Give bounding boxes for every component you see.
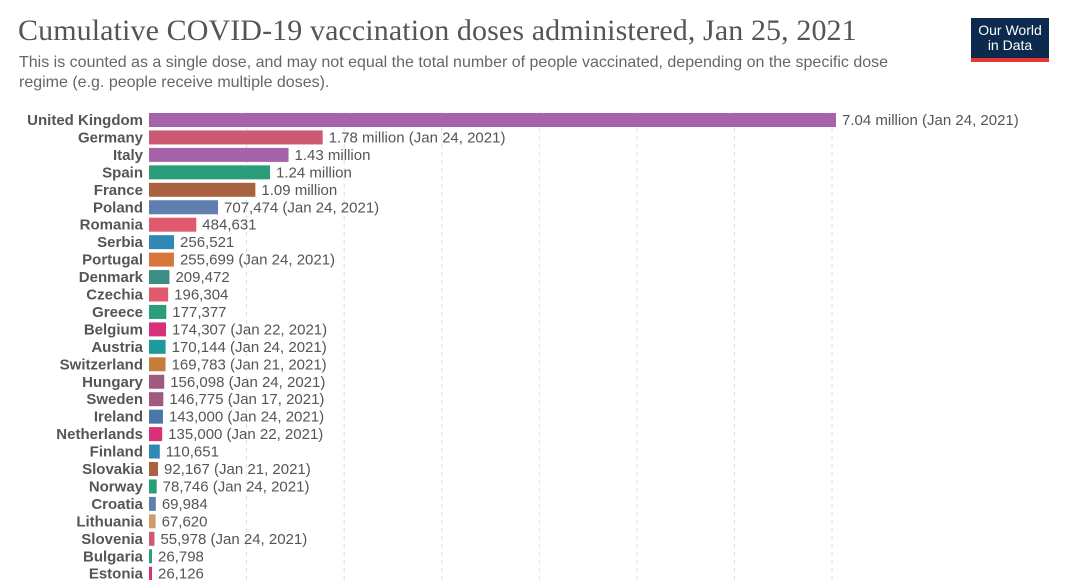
category-label: Serbia — [97, 234, 144, 251]
value-label: 78,746 (Jan 24, 2021) — [163, 478, 310, 495]
category-label: Netherlands — [56, 426, 143, 443]
value-label: 7.04 million (Jan 24, 2021) — [842, 112, 1019, 129]
value-label: 1.43 million — [295, 147, 371, 164]
category-label: Hungary — [82, 374, 144, 391]
value-label: 26,798 — [158, 548, 204, 565]
bar[interactable] — [149, 462, 158, 476]
owid-logo[interactable]: Our World in Data — [971, 18, 1049, 62]
bar[interactable] — [149, 287, 169, 302]
value-label: 156,098 (Jan 24, 2021) — [170, 374, 325, 391]
value-label: 143,000 (Jan 24, 2021) — [169, 409, 324, 426]
value-label: 255,699 (Jan 24, 2021) — [180, 252, 335, 269]
chart-title: Cumulative COVID-19 vaccination doses ad… — [18, 14, 857, 47]
value-label: 174,307 (Jan 22, 2021) — [172, 321, 327, 338]
bar[interactable] — [149, 165, 271, 180]
bar[interactable] — [149, 304, 167, 319]
category-label: Switzerland — [60, 356, 143, 373]
category-label: Ireland — [94, 409, 143, 426]
category-label: Portugal — [82, 252, 143, 269]
category-label: Poland — [93, 199, 143, 216]
bar[interactable] — [149, 409, 163, 424]
chart-subtitle: This is counted as a single dose, and ma… — [19, 54, 889, 91]
category-label: United Kingdom — [27, 112, 143, 129]
value-label: 26,126 — [158, 566, 204, 580]
category-label: Denmark — [79, 269, 144, 286]
bar[interactable] — [149, 252, 174, 267]
bar[interactable] — [149, 392, 164, 407]
bar[interactable] — [149, 270, 170, 285]
bar[interactable] — [149, 427, 163, 442]
value-label: 55,978 (Jan 24, 2021) — [160, 531, 307, 548]
value-label: 69,984 — [162, 496, 208, 513]
bar[interactable] — [149, 444, 160, 459]
category-label: Germany — [78, 129, 144, 146]
bar[interactable] — [149, 531, 155, 546]
category-label: Romania — [80, 217, 144, 234]
value-label: 256,521 — [180, 234, 234, 251]
value-label: 135,000 (Jan 22, 2021) — [168, 426, 323, 443]
bar[interactable] — [149, 200, 219, 215]
value-label: 170,144 (Jan 24, 2021) — [172, 339, 327, 356]
value-label: 707,474 (Jan 24, 2021) — [224, 199, 379, 216]
category-label: Greece — [92, 304, 143, 321]
value-label: 209,472 — [175, 269, 229, 286]
bar[interactable] — [149, 479, 157, 494]
category-label: Estonia — [89, 566, 144, 580]
category-label: Austria — [91, 339, 143, 356]
logo-line-2: in Data — [987, 37, 1033, 53]
category-label: Italy — [113, 147, 144, 164]
bar[interactable] — [149, 130, 323, 145]
bar[interactable] — [149, 496, 156, 511]
bar[interactable] — [149, 357, 166, 372]
bar[interactable] — [149, 549, 152, 564]
bar[interactable] — [149, 339, 166, 354]
value-label: 92,167 (Jan 21, 2021) — [164, 461, 311, 478]
value-label: 67,620 — [162, 513, 208, 530]
logo-line-1: Our World — [978, 22, 1042, 38]
grid-lines — [246, 112, 833, 580]
category-label: Finland — [90, 444, 143, 461]
bar[interactable] — [149, 514, 156, 529]
bars: United Kingdom 7.04 million (Jan 24, 2021… — [27, 112, 1019, 580]
category-label: Sweden — [86, 391, 143, 408]
category-label: Belgium — [84, 321, 143, 338]
category-label: Norway — [89, 478, 144, 495]
value-label: 169,783 (Jan 21, 2021) — [172, 356, 327, 373]
value-label: 1.78 million (Jan 24, 2021) — [329, 129, 506, 146]
category-label: Spain — [102, 164, 143, 181]
bar[interactable] — [149, 182, 256, 197]
category-label: Czechia — [86, 287, 143, 304]
value-label: 110,651 — [166, 444, 219, 461]
category-label: France — [94, 182, 143, 199]
value-label: 1.24 million — [276, 164, 352, 181]
value-label: 196,304 — [174, 287, 228, 304]
category-label: Slovenia — [81, 531, 143, 548]
bar[interactable] — [149, 374, 165, 389]
category-label: Bulgaria — [83, 548, 144, 565]
bar[interactable] — [149, 322, 167, 337]
value-label: 177,377 — [172, 304, 226, 321]
category-label: Lithuania — [76, 513, 143, 530]
category-label: Croatia — [91, 496, 143, 513]
value-label: 1.09 million — [261, 182, 337, 199]
bar[interactable] — [149, 566, 152, 580]
value-label: 146,775 (Jan 17, 2021) — [169, 391, 324, 408]
bar[interactable] — [149, 113, 836, 127]
bar[interactable] — [149, 235, 175, 250]
bar[interactable] — [149, 217, 197, 232]
category-label: Slovakia — [82, 461, 144, 478]
bar[interactable] — [149, 147, 289, 162]
value-label: 484,631 — [202, 217, 256, 234]
